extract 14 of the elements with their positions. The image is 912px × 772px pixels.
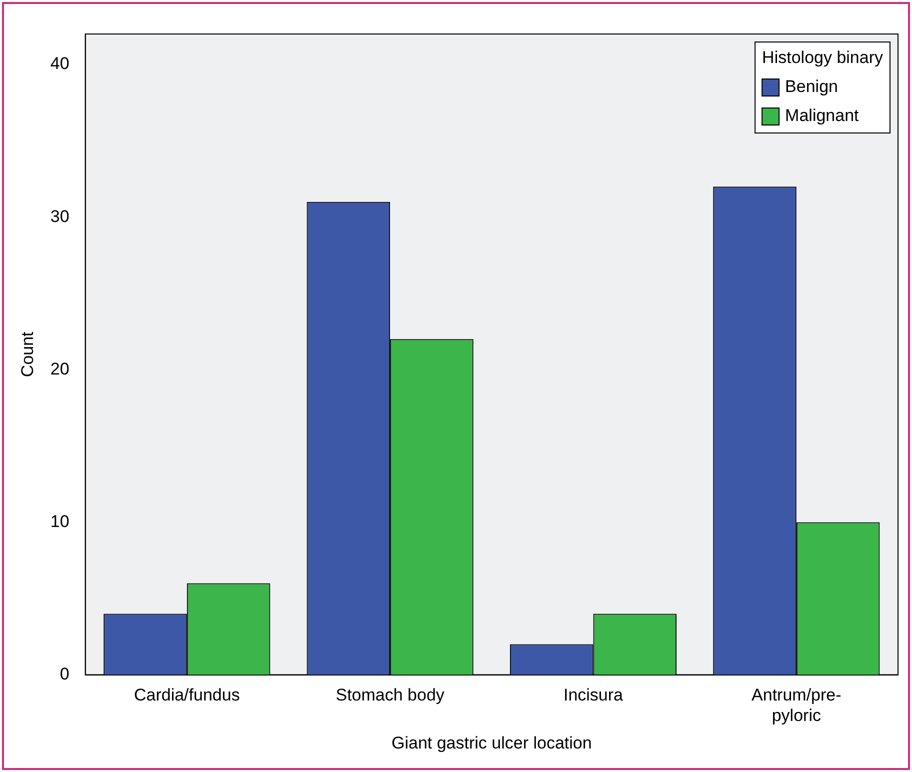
x-tick-label: Antrum/pre-pyloric	[752, 686, 842, 726]
x-tick-label: Incisura	[563, 686, 624, 705]
y-tick-label: 0	[60, 664, 70, 684]
y-tick-label: 40	[50, 54, 70, 74]
y-tick-label: 30	[50, 206, 70, 226]
x-axis-title: Giant gastric ulcer location	[391, 733, 592, 752]
legend-label: Benign	[785, 77, 838, 96]
x-tick-label: Stomach body	[336, 686, 445, 705]
y-tick-label: 20	[50, 359, 70, 378]
legend-label: Malignant	[785, 106, 860, 126]
y-axis-title: Count	[18, 331, 37, 378]
legend-title: Histology binary	[762, 48, 884, 68]
y-tick-label: 10	[50, 512, 70, 531]
x-tick-label: Cardia/fundus	[134, 686, 240, 705]
